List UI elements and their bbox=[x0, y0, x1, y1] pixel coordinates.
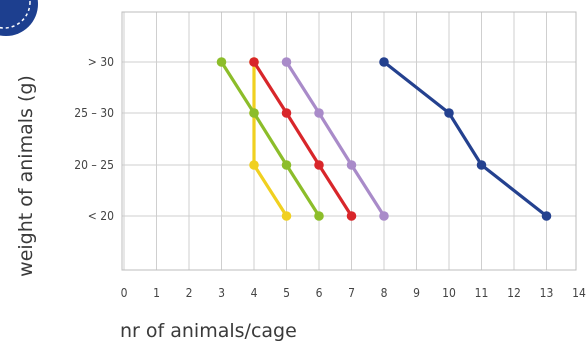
data-point bbox=[476, 160, 487, 170]
data-point bbox=[314, 160, 324, 170]
series-4 bbox=[379, 57, 552, 221]
y-tick-labels: < 20 20 – 25 25 – 30 > 30 bbox=[74, 55, 114, 223]
data-point bbox=[249, 160, 259, 170]
data-point bbox=[216, 57, 227, 67]
x-tick-label: 9 bbox=[413, 286, 420, 300]
x-tick-labels: 0 1 2 3 4 5 6 7 8 9 10 11 12 13 14 bbox=[121, 286, 586, 300]
y-tick-label: < 20 bbox=[88, 209, 114, 223]
x-tick-label: 5 bbox=[283, 286, 290, 300]
x-tick-label: 6 bbox=[316, 286, 323, 300]
series-1 bbox=[216, 57, 324, 221]
data-point bbox=[541, 211, 552, 221]
series-2 bbox=[249, 57, 357, 221]
series-line bbox=[252, 60, 354, 218]
y-tick-label: 25 – 30 bbox=[74, 106, 114, 120]
x-tick-label: 8 bbox=[381, 286, 388, 300]
grid bbox=[122, 12, 576, 270]
data-point bbox=[314, 211, 324, 221]
x-tick-label: 3 bbox=[218, 286, 225, 300]
data-point bbox=[281, 57, 292, 67]
series-layer bbox=[216, 57, 552, 221]
x-tick-label: 1 bbox=[153, 286, 160, 300]
data-point bbox=[281, 108, 292, 118]
y-axis-title: weight of animals (g) bbox=[15, 75, 37, 277]
data-point bbox=[249, 57, 259, 67]
data-point bbox=[379, 211, 389, 221]
logo-globe-icon bbox=[0, 0, 38, 36]
x-tick-label: 12 bbox=[507, 286, 521, 300]
data-point bbox=[379, 57, 389, 67]
x-tick-label: 11 bbox=[475, 286, 489, 300]
plot-frame bbox=[121, 11, 577, 271]
series-3 bbox=[281, 57, 389, 221]
x-axis-title: nr of animals/cage bbox=[120, 320, 297, 342]
data-point bbox=[281, 211, 292, 221]
x-tick-label: 2 bbox=[186, 286, 193, 300]
x-tick-label: 14 bbox=[572, 286, 586, 300]
data-point bbox=[346, 211, 357, 221]
data-point bbox=[444, 108, 454, 118]
logo-corner bbox=[0, 0, 38, 36]
data-point bbox=[281, 160, 292, 170]
logo-ring bbox=[0, 0, 31, 29]
series-line bbox=[284, 60, 386, 218]
y-tick-label: 20 – 25 bbox=[74, 158, 114, 172]
x-tick-label: 0 bbox=[121, 286, 128, 300]
data-point bbox=[249, 108, 259, 118]
x-tick-label: 13 bbox=[540, 286, 554, 300]
series-line bbox=[252, 60, 289, 218]
x-tick-label: 7 bbox=[348, 286, 355, 300]
x-tick-label: 10 bbox=[442, 286, 456, 300]
series-line bbox=[219, 60, 321, 218]
data-point bbox=[346, 160, 357, 170]
y-tick-label: > 30 bbox=[88, 55, 114, 69]
x-tick-label: 4 bbox=[251, 286, 258, 300]
data-point bbox=[314, 108, 324, 118]
series-line bbox=[382, 60, 549, 218]
